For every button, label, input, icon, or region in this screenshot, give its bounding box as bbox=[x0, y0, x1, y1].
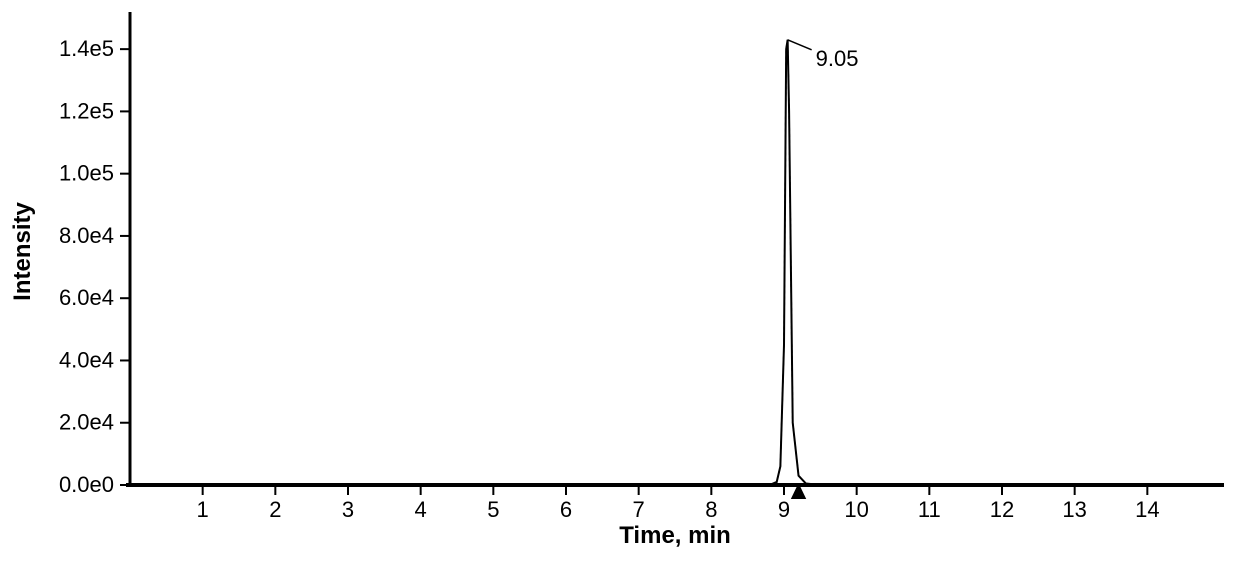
x-tick-label: 9 bbox=[778, 497, 790, 522]
y-tick-label: 6.0e4 bbox=[59, 285, 114, 310]
y-tick-label: 1.0e5 bbox=[59, 161, 114, 186]
x-tick-label: 1 bbox=[197, 497, 209, 522]
x-tick-label: 13 bbox=[1062, 497, 1086, 522]
x-tick-label: 5 bbox=[487, 497, 499, 522]
y-tick-label: 2.0e4 bbox=[59, 410, 114, 435]
x-tick-label: 12 bbox=[990, 497, 1014, 522]
x-tick-label: 10 bbox=[844, 497, 868, 522]
x-tick-label: 7 bbox=[633, 497, 645, 522]
x-tick-label: 11 bbox=[918, 497, 941, 522]
x-tick-label: 6 bbox=[560, 497, 572, 522]
x-tick-label: 3 bbox=[342, 497, 354, 522]
y-tick-label: 1.2e5 bbox=[59, 98, 114, 123]
y-axis-label: Intensity bbox=[9, 202, 36, 301]
x-tick-label: 8 bbox=[705, 497, 717, 522]
y-tick-label: 8.0e4 bbox=[59, 223, 114, 248]
x-axis-label: Time, min bbox=[619, 522, 731, 549]
y-tick-label: 4.0e4 bbox=[59, 347, 114, 372]
chromatogram-chart: 0.0e0 2.0e4 4.0e4 6.0e4 8.0e4 1.0e5 1.2e5 1.4e5… bbox=[0, 0, 1240, 573]
y-tick-label: 1.4e5 bbox=[59, 36, 114, 61]
peak-annotation-label: 9.05 bbox=[816, 46, 859, 71]
signal-trace bbox=[130, 40, 1220, 485]
x-tick-label: 2 bbox=[269, 497, 281, 522]
x-tick-label: 4 bbox=[415, 497, 427, 522]
x-tick-label: 14 bbox=[1135, 497, 1159, 522]
y-tick-label: 0.0e0 bbox=[59, 472, 114, 497]
peak-annotation-leader bbox=[788, 40, 812, 50]
